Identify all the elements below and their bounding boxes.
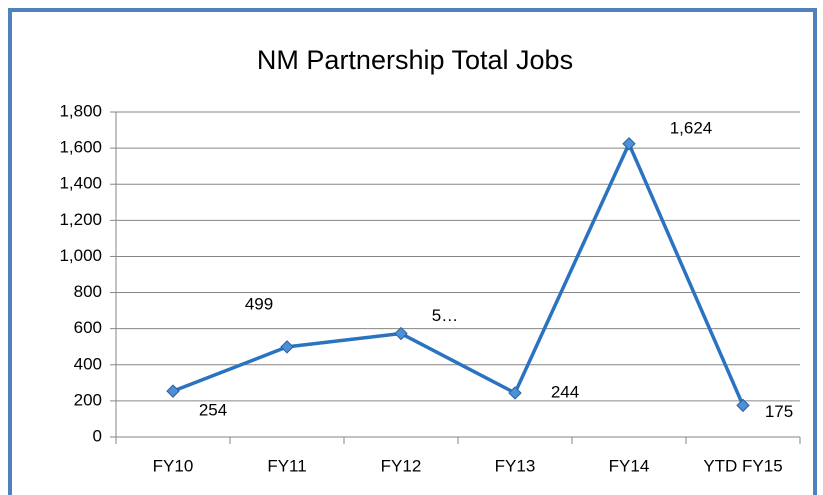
x-tick-label: FY10 bbox=[153, 456, 194, 475]
data-point bbox=[394, 326, 408, 341]
data-point bbox=[622, 137, 636, 151]
data-point bbox=[508, 386, 522, 400]
data-point bbox=[736, 398, 750, 413]
x-tick-label: FY11 bbox=[267, 456, 306, 475]
y-tick-label: 1,000 bbox=[59, 246, 102, 265]
data-label: 499 bbox=[245, 294, 273, 313]
y-tick-label: 0 bbox=[93, 426, 102, 445]
data-label: 1,624 bbox=[670, 118, 713, 137]
data-line bbox=[172, 142, 745, 407]
data-label: 5… bbox=[432, 306, 458, 325]
x-tick-label: FY12 bbox=[381, 456, 422, 475]
y-tick-label: 800 bbox=[74, 282, 102, 301]
y-tick-label: 600 bbox=[74, 318, 102, 337]
x-tick-label: FY13 bbox=[495, 456, 536, 475]
x-tick-label: YTD FY15 bbox=[703, 456, 782, 475]
y-tick-label: 200 bbox=[74, 390, 102, 409]
y-tick-label: 400 bbox=[74, 354, 102, 373]
y-tick-label: 1,600 bbox=[59, 138, 102, 157]
data-label: 175 bbox=[765, 402, 793, 421]
y-tick-label: 1,400 bbox=[59, 174, 102, 193]
data-label: 254 bbox=[199, 401, 227, 420]
y-tick-label: 1,200 bbox=[59, 210, 102, 229]
data-point bbox=[280, 340, 294, 354]
data-label: 244 bbox=[551, 382, 579, 401]
chart-title: NM Partnership Total Jobs bbox=[257, 45, 573, 75]
y-tick-label: 1,800 bbox=[59, 101, 102, 120]
x-tick-label: FY14 bbox=[609, 456, 650, 475]
chart-frame bbox=[8, 8, 817, 495]
data-point bbox=[166, 384, 180, 398]
